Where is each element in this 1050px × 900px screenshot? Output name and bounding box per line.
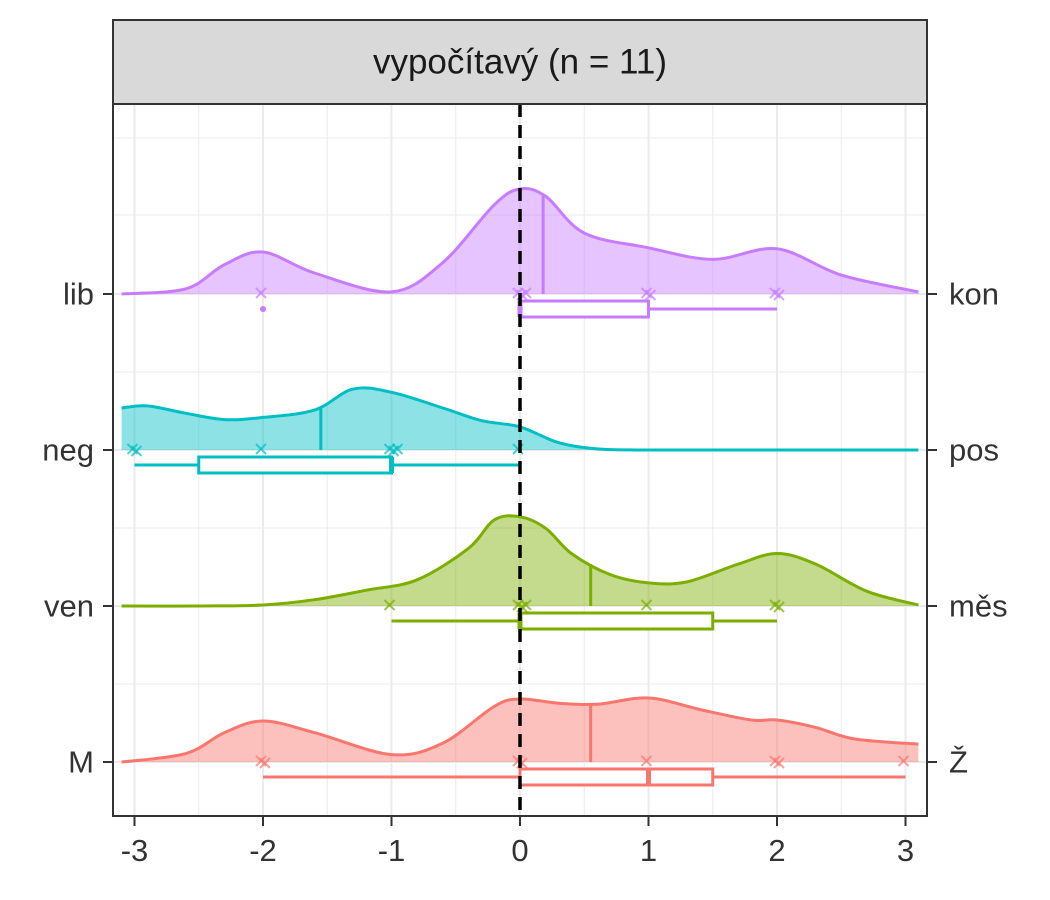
data-point-mark: [383, 599, 396, 611]
data-point: [391, 443, 404, 455]
facet-title: vypočítavý (n = 11): [373, 43, 667, 82]
data-point-mark: [773, 757, 785, 769]
data-point-mark: [897, 755, 910, 767]
data-point-mark: [259, 757, 271, 769]
data-point-mark: [255, 755, 267, 767]
data-point: [520, 287, 532, 299]
box-iqr: [518, 611, 715, 631]
box-outlier: [260, 306, 266, 312]
data-point-mark: [769, 755, 781, 767]
x-tick-label: -2: [249, 833, 277, 868]
data-point: [130, 445, 143, 457]
box-iqr: [518, 299, 650, 319]
y-tick-label-right: pos: [949, 433, 999, 468]
axes: -3 -2 -1 0 1 2 3 lib kon neg pos ven měs M Ž: [42, 277, 1007, 869]
facet-strip-background: [112, 19, 928, 105]
data-point: [640, 755, 653, 767]
data-point: [255, 443, 267, 455]
y-tick-label-right: kon: [949, 277, 999, 312]
data-point: [897, 755, 910, 767]
data-point: [773, 757, 785, 769]
density-line: [121, 514, 919, 608]
data-point: [259, 757, 271, 769]
x-tick-label: 2: [768, 833, 785, 868]
data-point-mark: [773, 601, 785, 613]
data-point-mark: [640, 599, 653, 611]
density-line: [121, 386, 919, 452]
data-point-mark: [769, 599, 781, 611]
data-point-mark: [773, 289, 785, 301]
density-line: [121, 696, 919, 764]
data-point-mark: [644, 289, 657, 301]
x-tick-label: -3: [121, 833, 149, 868]
row-ven-měs: [121, 514, 919, 631]
y-tick-label-left: neg: [42, 433, 94, 468]
density-line: [121, 187, 919, 296]
data-point-mark: [769, 287, 781, 299]
data-point-mark: [520, 599, 532, 611]
box-iqr: [197, 455, 393, 475]
data-point: [773, 289, 785, 301]
y-tick-label-left: lib: [63, 277, 94, 312]
data-point-mark: [640, 287, 653, 299]
data-point: [255, 287, 267, 299]
data-point-mark: [255, 443, 267, 455]
density-area: [121, 515, 919, 607]
data-point: [640, 599, 653, 611]
x-tick-label: -1: [378, 833, 406, 868]
data-point-mark: [130, 445, 143, 457]
facet-strip: vypočítavý (n = 11): [112, 19, 928, 105]
data-point-mark: [391, 443, 404, 455]
y-tick-label-left: M: [68, 745, 94, 780]
y-tick-label-right: měs: [949, 589, 1008, 624]
data-point: [644, 289, 657, 301]
data-point-mark: [255, 287, 267, 299]
x-tick-label: 1: [640, 833, 657, 868]
data-point-mark: [640, 755, 653, 767]
x-tick-label: 0: [511, 833, 528, 868]
y-tick-label-left: ven: [44, 589, 94, 624]
data-point: [520, 599, 532, 611]
data-point-mark: [126, 443, 139, 455]
data-point-mark: [520, 287, 532, 299]
x-tick-label: 3: [897, 833, 914, 868]
data-point: [773, 601, 785, 613]
data-point: [383, 599, 396, 611]
row-neg-pos: [121, 386, 919, 475]
box-iqr: [518, 767, 715, 787]
row-M-Ž: [121, 696, 919, 787]
y-tick-label-right: Ž: [949, 745, 968, 780]
